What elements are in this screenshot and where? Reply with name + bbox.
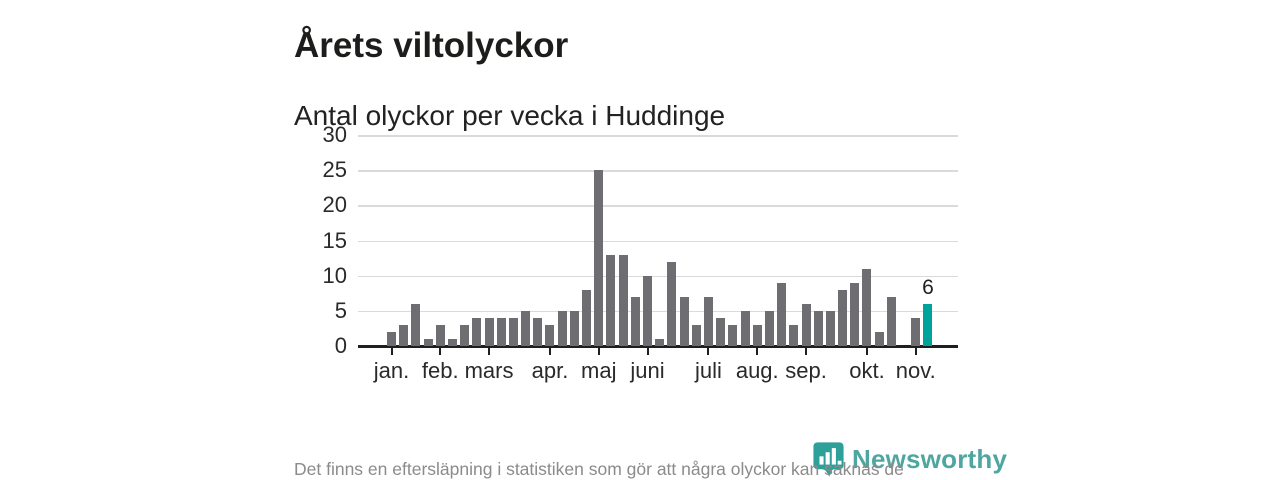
gridline-10: [358, 275, 958, 278]
bar-week-5: [435, 324, 445, 346]
x-tick-label-juni: juni: [630, 358, 665, 383]
x-tick-label-nov: nov.: [895, 358, 936, 383]
bar-week-20: [618, 254, 628, 346]
newsworthy-marker-barchart-icon: [813, 442, 844, 477]
bar-week-41: [874, 331, 884, 346]
bar-week-18: [594, 170, 604, 346]
bar-week-33: [777, 282, 787, 346]
x-tick-sep: [805, 348, 808, 355]
logo-bar-1: [819, 456, 824, 465]
x-tick-mars: [488, 348, 491, 355]
bar-week-38: [838, 289, 848, 346]
x-tick-apr: [548, 348, 551, 355]
x-tick-label-apr: apr.: [531, 358, 569, 383]
highlight-value-label: 6: [922, 275, 934, 299]
bar-week-2: [399, 324, 409, 346]
chart-title: Årets viltolyckor: [294, 26, 569, 66]
x-tick-label-aug: aug.: [735, 358, 779, 383]
bar-week-31: [752, 324, 762, 346]
x-tick-maj: [597, 348, 600, 355]
bar-week-37: [825, 310, 835, 346]
plot-area: jan. feb. mars apr. maj juni juli aug. sep. okt. n…: [358, 135, 958, 383]
bar-week-13: [533, 317, 543, 346]
bar-week-16: [569, 310, 579, 346]
gridline-30: [358, 135, 958, 137]
x-axis-line: [358, 344, 958, 348]
bar-week-40: [862, 268, 872, 346]
bar-week-27: [703, 296, 713, 346]
bar-week-17: [582, 289, 592, 346]
x-tick-label-maj: maj: [581, 358, 617, 383]
bar-week-42: [886, 296, 896, 346]
bar-week-7: [460, 324, 470, 346]
bar-week-24: [667, 261, 677, 346]
logo-bar-3: [831, 448, 836, 465]
bar-week-21: [630, 296, 640, 346]
bar-week-36: [813, 310, 823, 346]
y-tick-label-0: 0: [334, 333, 347, 358]
x-tick-label-feb: feb.: [421, 358, 459, 383]
bar-week-32: [764, 310, 774, 346]
y-tick-label-30: 30: [322, 122, 347, 147]
y-axis-labels: 0 5 10 15 20 25 30: [250, 122, 347, 358]
logo-bar-2: [825, 452, 830, 465]
gridline-25: [358, 170, 958, 172]
logo-exclamation-dot: [837, 460, 842, 465]
bar-week-35: [801, 303, 811, 346]
bar-week-29: [728, 324, 738, 346]
bar-week-19: [606, 254, 616, 346]
bar-week-39: [850, 282, 860, 346]
footnote: Det finns en eftersläpning i statistiken…: [294, 458, 904, 479]
bar-week-6: [447, 338, 457, 346]
newsworthy-logo: Newsworthy: [812, 441, 1007, 478]
bar-week-44: [911, 317, 921, 346]
x-tick-juli: [707, 348, 710, 355]
bar-week-3: [411, 303, 421, 346]
x-tick-label-okt: okt.: [849, 358, 885, 383]
x-tick-label-juli: juli: [695, 358, 722, 383]
brand-name: Newsworthy: [852, 444, 1008, 474]
bar-week-28: [716, 317, 726, 346]
bar-week-23: [655, 338, 665, 346]
x-tick-juni: [646, 348, 649, 355]
x-tick-feb: [439, 348, 442, 355]
bar-week-15: [557, 310, 567, 346]
x-tick-jan: [390, 348, 393, 355]
y-tick-label-5: 5: [334, 297, 347, 323]
x-tick-okt: [865, 348, 868, 355]
gridline-20: [358, 205, 958, 207]
bar-week-34: [789, 324, 799, 346]
gridline-15: [358, 240, 958, 242]
bar-week-14: [545, 324, 555, 346]
x-tick-label-sep: sep.: [785, 358, 827, 383]
x-tick-nov: [914, 348, 917, 355]
x-tick-label-mars: mars: [464, 358, 514, 383]
chart-subtitle: Antal olyckor per vecka i Huddinge: [294, 100, 726, 132]
bar-week-9: [484, 317, 494, 346]
bar-week-4: [423, 338, 433, 346]
y-tick-label-20: 20: [322, 192, 347, 218]
bar-week-10: [496, 317, 506, 346]
bar-week-45: [923, 303, 933, 346]
bar-week-26: [691, 324, 701, 346]
bar-week-8: [472, 317, 482, 346]
bar-week-11: [508, 317, 518, 346]
bar-week-12: [521, 310, 531, 346]
y-tick-label-25: 25: [322, 157, 347, 183]
bar-week-1: [387, 331, 396, 346]
bar-week-22: [643, 275, 653, 346]
y-tick-label-15: 15: [322, 227, 347, 253]
y-tick-label-10: 10: [322, 262, 347, 288]
x-tick-aug: [756, 348, 759, 355]
bar-week-25: [679, 296, 689, 346]
gridline-5: [358, 310, 958, 313]
x-tick-label-jan: jan.: [373, 358, 410, 383]
bar-week-30: [740, 310, 750, 346]
